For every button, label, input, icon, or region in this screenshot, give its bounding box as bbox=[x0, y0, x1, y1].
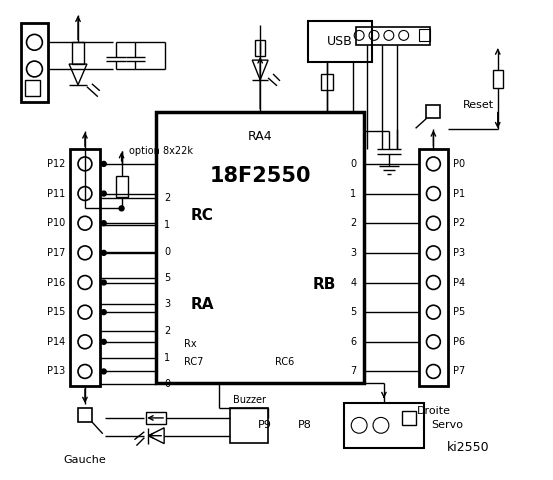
Text: Droite: Droite bbox=[416, 406, 450, 416]
Text: Gauche: Gauche bbox=[64, 456, 106, 466]
Bar bbox=[231, 408, 268, 443]
Text: option 8x22k: option 8x22k bbox=[129, 146, 194, 156]
Circle shape bbox=[101, 251, 106, 255]
Circle shape bbox=[101, 161, 106, 167]
Bar bbox=[321, 74, 333, 90]
Text: P12: P12 bbox=[47, 159, 65, 169]
Text: RA4: RA4 bbox=[248, 130, 273, 143]
Circle shape bbox=[101, 310, 106, 314]
Text: P0: P0 bbox=[453, 159, 465, 169]
Bar bbox=[20, 23, 48, 102]
Text: 1: 1 bbox=[164, 353, 170, 362]
Bar bbox=[426, 105, 440, 119]
Text: P11: P11 bbox=[47, 189, 65, 199]
Text: P3: P3 bbox=[453, 248, 465, 258]
Text: 0: 0 bbox=[164, 247, 170, 257]
Text: 5: 5 bbox=[350, 307, 356, 317]
Text: Rx: Rx bbox=[184, 339, 196, 349]
Circle shape bbox=[119, 206, 124, 211]
Text: P10: P10 bbox=[47, 218, 65, 228]
Text: P17: P17 bbox=[47, 248, 65, 258]
Text: 0: 0 bbox=[350, 159, 356, 169]
Text: 2: 2 bbox=[164, 193, 170, 204]
Bar bbox=[419, 149, 448, 386]
Bar bbox=[147, 412, 166, 424]
Circle shape bbox=[101, 369, 106, 374]
Bar bbox=[72, 42, 84, 64]
Text: 3: 3 bbox=[350, 248, 356, 258]
Text: 2: 2 bbox=[164, 326, 170, 336]
Text: 6: 6 bbox=[350, 337, 356, 347]
Bar bbox=[78, 408, 92, 422]
Text: 4: 4 bbox=[350, 277, 356, 288]
Text: P15: P15 bbox=[47, 307, 65, 317]
Text: Buzzer: Buzzer bbox=[233, 395, 266, 405]
Bar bbox=[401, 411, 416, 425]
Bar bbox=[24, 80, 40, 96]
Text: Servo: Servo bbox=[431, 420, 463, 431]
Text: P13: P13 bbox=[47, 366, 65, 376]
Text: RB: RB bbox=[313, 277, 336, 292]
Text: 1: 1 bbox=[350, 189, 356, 199]
Circle shape bbox=[101, 221, 106, 226]
Text: P1: P1 bbox=[453, 189, 465, 199]
Text: 3: 3 bbox=[164, 299, 170, 309]
Circle shape bbox=[101, 280, 106, 285]
Bar bbox=[307, 21, 372, 62]
Text: P4: P4 bbox=[453, 277, 465, 288]
Text: RC6: RC6 bbox=[275, 357, 294, 367]
Text: USB: USB bbox=[327, 35, 353, 48]
Text: Reset: Reset bbox=[463, 99, 494, 109]
Text: RC: RC bbox=[191, 208, 214, 223]
Text: 7: 7 bbox=[350, 366, 356, 376]
Text: RA: RA bbox=[191, 297, 215, 312]
Text: P6: P6 bbox=[453, 337, 465, 347]
Text: P5: P5 bbox=[453, 307, 466, 317]
Text: P14: P14 bbox=[47, 337, 65, 347]
Bar bbox=[116, 176, 128, 197]
Bar bbox=[356, 27, 430, 45]
Bar bbox=[70, 149, 100, 386]
Text: P8: P8 bbox=[298, 420, 312, 431]
Text: P2: P2 bbox=[453, 218, 466, 228]
Bar bbox=[345, 403, 424, 447]
Text: RC7: RC7 bbox=[184, 357, 204, 367]
Circle shape bbox=[101, 339, 106, 344]
Text: 2: 2 bbox=[350, 218, 356, 228]
Circle shape bbox=[101, 191, 106, 196]
Text: 5: 5 bbox=[164, 273, 170, 283]
Text: 1: 1 bbox=[164, 220, 170, 230]
Bar bbox=[493, 70, 503, 88]
Text: 0: 0 bbox=[164, 379, 170, 389]
Bar bbox=[419, 29, 430, 41]
Text: P9: P9 bbox=[258, 420, 272, 431]
Bar bbox=[255, 40, 265, 56]
Text: P7: P7 bbox=[453, 366, 466, 376]
Text: 18F2550: 18F2550 bbox=[210, 166, 311, 186]
Bar bbox=[156, 111, 364, 384]
Text: P16: P16 bbox=[47, 277, 65, 288]
Text: ki2550: ki2550 bbox=[447, 441, 489, 454]
